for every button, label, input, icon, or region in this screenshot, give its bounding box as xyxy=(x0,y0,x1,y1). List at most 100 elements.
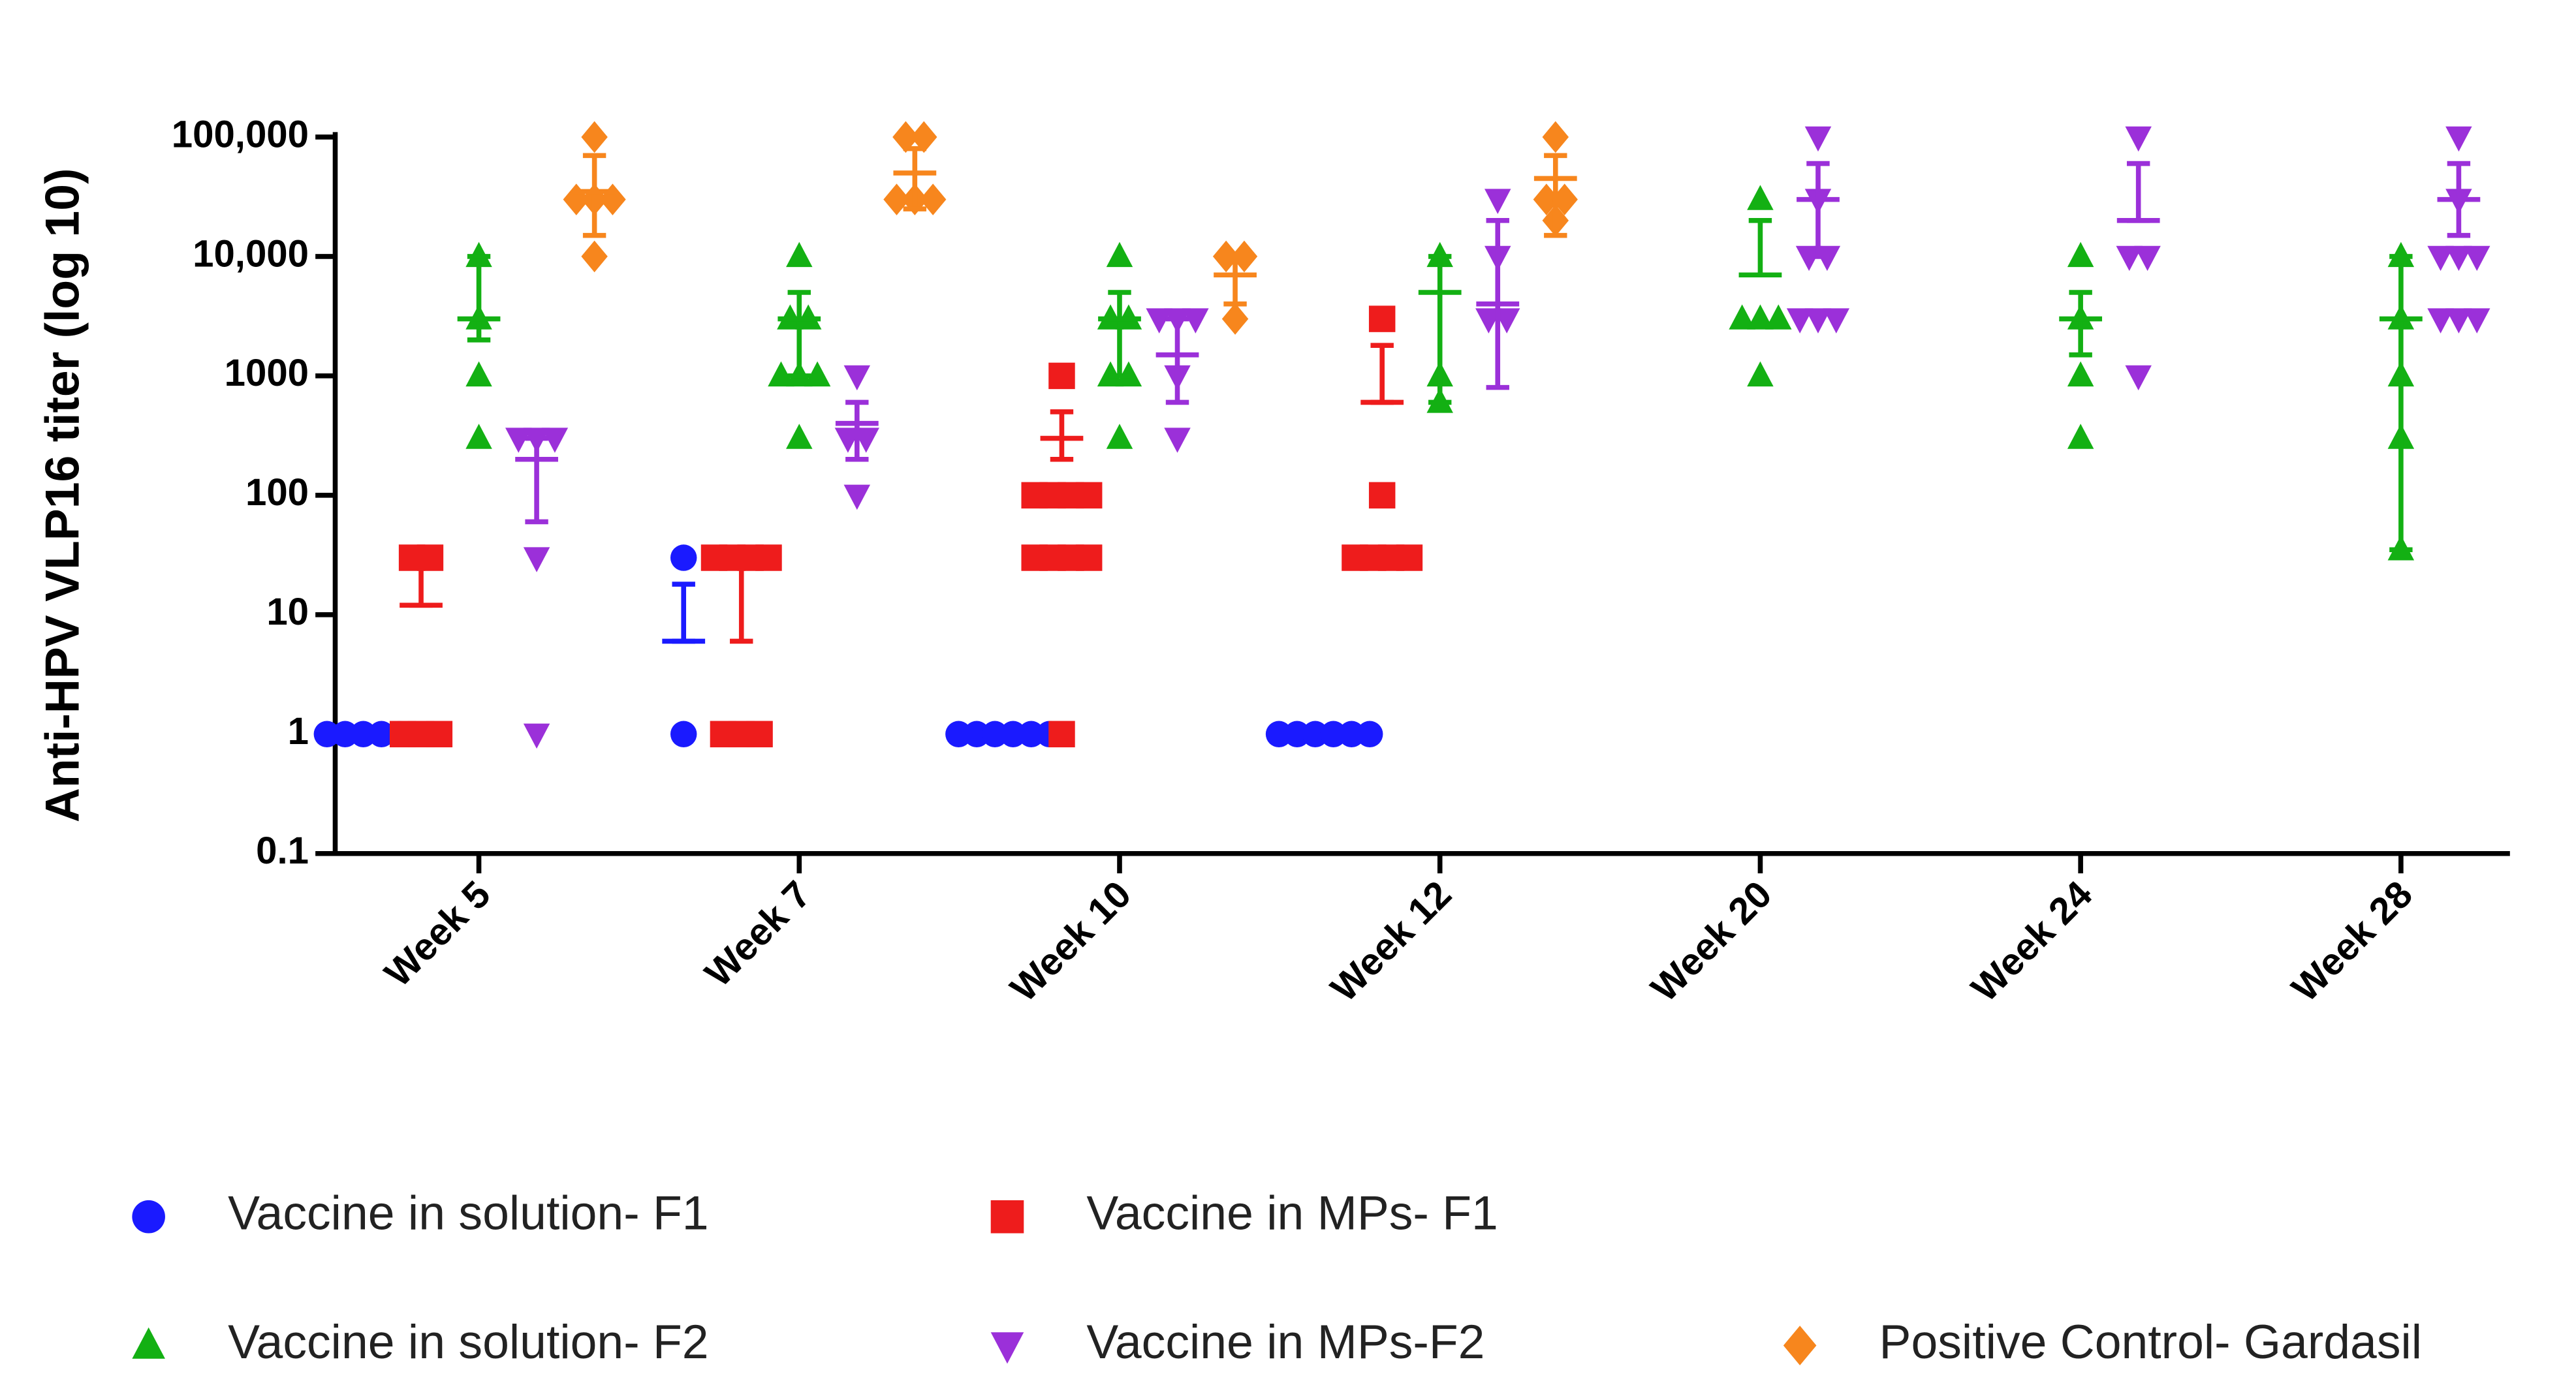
x-tick-label: Week 10 xyxy=(1002,873,1139,1010)
data-point xyxy=(350,721,377,748)
data-point xyxy=(2067,241,2094,268)
x-tick-label: Week 5 xyxy=(377,873,499,995)
data-point xyxy=(768,361,794,387)
y-tick-label: 1000 xyxy=(225,352,309,394)
data-point xyxy=(1804,126,1832,152)
data-point xyxy=(2125,365,2152,391)
data-point xyxy=(2067,361,2094,387)
data-point xyxy=(786,424,813,449)
x-tick-label: Week 20 xyxy=(1643,873,1780,1010)
data-point xyxy=(505,428,532,453)
data-point xyxy=(426,721,453,748)
data-point xyxy=(1786,308,1814,334)
data-point xyxy=(1320,721,1347,748)
data-point xyxy=(2125,126,2152,152)
data-point xyxy=(1747,361,1774,387)
data-point xyxy=(945,721,972,748)
data-point xyxy=(1221,303,1249,335)
y-tick-label: 100,000 xyxy=(172,113,309,155)
data-point xyxy=(1551,183,1578,215)
data-point xyxy=(1106,424,1133,449)
data-point xyxy=(1106,241,1133,268)
legend-marker xyxy=(132,1327,165,1359)
data-point xyxy=(746,721,773,748)
data-point xyxy=(1356,721,1383,748)
data-point xyxy=(1368,305,1396,332)
legend-label: Vaccine in solution- F1 xyxy=(228,1187,709,1240)
legend-marker xyxy=(132,1200,165,1234)
data-point xyxy=(892,121,919,153)
data-point xyxy=(1265,721,1293,748)
data-point xyxy=(1542,121,1569,153)
y-tick-label: 0.1 xyxy=(256,830,309,872)
data-point xyxy=(1396,544,1423,571)
data-point xyxy=(1729,304,1755,330)
data-point xyxy=(2463,245,2490,272)
data-point xyxy=(2427,308,2454,334)
legend-label: Vaccine in MPs-F2 xyxy=(1086,1315,1484,1369)
legend-marker xyxy=(1783,1326,1817,1365)
y-tick-label: 10 xyxy=(266,591,309,633)
y-tick-label: 1 xyxy=(288,710,309,753)
data-point xyxy=(1747,304,1774,330)
data-point xyxy=(2463,308,2490,334)
data-point xyxy=(465,361,492,387)
data-point xyxy=(313,721,341,748)
data-point xyxy=(368,721,395,748)
data-point xyxy=(2067,424,2094,449)
data-point xyxy=(523,547,550,572)
data-point xyxy=(1338,721,1365,748)
data-point xyxy=(581,121,608,153)
data-point xyxy=(1182,308,1209,334)
x-tick-label: Week 7 xyxy=(697,873,819,995)
data-point xyxy=(1231,240,1258,273)
data-point xyxy=(1823,308,1850,334)
data-point xyxy=(1075,544,1103,571)
data-point xyxy=(1075,482,1103,509)
data-point xyxy=(1048,362,1075,390)
data-point xyxy=(804,361,831,387)
x-tick-label: Week 12 xyxy=(1323,873,1460,1010)
data-point xyxy=(670,544,697,571)
data-point xyxy=(1048,721,1075,748)
data-point xyxy=(670,721,697,748)
legend-marker xyxy=(990,1332,1024,1364)
data-point xyxy=(1164,428,1191,453)
legend-marker xyxy=(990,1200,1024,1234)
data-point xyxy=(963,721,990,748)
data-point xyxy=(1212,240,1240,273)
data-point xyxy=(465,424,492,449)
data-point xyxy=(1302,721,1328,748)
data-point xyxy=(911,121,937,153)
data-point xyxy=(2116,245,2143,272)
data-point xyxy=(1747,185,1774,210)
legend-label: Vaccine in MPs- F1 xyxy=(1086,1187,1498,1240)
data-point xyxy=(843,484,871,510)
data-point xyxy=(332,721,358,748)
data-point xyxy=(1368,482,1396,509)
x-tick-label: Week 24 xyxy=(1964,873,2101,1010)
data-point xyxy=(1804,308,1832,334)
data-point xyxy=(523,723,550,749)
data-point xyxy=(1484,189,1511,214)
data-point xyxy=(2134,245,2161,272)
y-axis-title: Anti-HPV VLP16 titer (log 10) xyxy=(36,168,89,823)
data-point xyxy=(2445,245,2472,272)
data-point xyxy=(2445,308,2472,334)
data-point xyxy=(2427,245,2454,272)
data-point xyxy=(599,183,626,215)
data-point xyxy=(981,721,1009,748)
data-point xyxy=(1018,721,1045,748)
data-point xyxy=(2445,126,2472,152)
data-point xyxy=(1283,721,1311,748)
data-point xyxy=(999,721,1027,748)
data-point xyxy=(786,241,813,268)
data-point xyxy=(1765,304,1792,330)
legend-label: Vaccine in solution- F2 xyxy=(228,1315,709,1369)
y-tick-label: 100 xyxy=(245,471,309,514)
data-point xyxy=(581,240,608,273)
y-tick-label: 10,000 xyxy=(193,232,309,275)
data-point xyxy=(1146,308,1172,334)
data-point xyxy=(541,428,569,453)
